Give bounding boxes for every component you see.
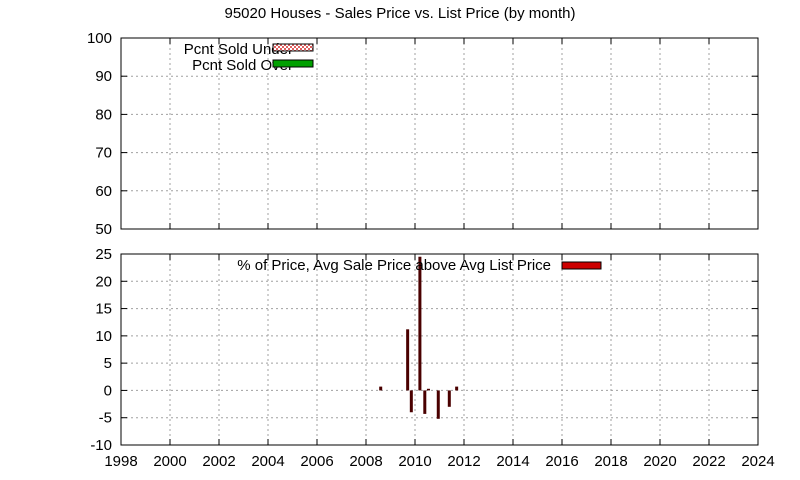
y-tick-label: 70 [95, 145, 112, 162]
bar [455, 386, 459, 391]
bar [423, 390, 427, 414]
plot-frame [120, 37, 759, 230]
legend-label: Pcnt Sold Over [192, 57, 293, 74]
legend-swatch [272, 59, 314, 68]
y-tick-label: 50 [95, 221, 112, 238]
x-tick-label: 2022 [692, 453, 725, 470]
y-tick-label: 25 [95, 246, 112, 263]
x-tick-label: 2008 [349, 453, 382, 470]
x-tick-label: 2014 [496, 453, 529, 470]
y-tick-label: 5 [104, 355, 112, 372]
bar [418, 256, 422, 391]
y-tick-label: 0 [104, 382, 112, 399]
x-tick-label: 2020 [643, 453, 676, 470]
y-tick-label: -5 [99, 410, 112, 427]
y-tick-label: 20 [95, 273, 112, 290]
legend-label: % of Price, Avg Sale Price above Avg Lis… [237, 257, 551, 274]
bar [426, 388, 430, 391]
bottom-panel: -10 -5 0 5 10 15 20 25 1998 2000 2002 2004 2006 2008 2… [90, 246, 774, 470]
y-tick-label: 10 [95, 328, 112, 345]
y-tick-label: 80 [95, 106, 112, 123]
chart-title: 95020 Houses - Sales Price vs. List Pric… [225, 5, 576, 22]
x-tick-label: 2006 [300, 453, 333, 470]
x-tick-label: 2024 [741, 453, 774, 470]
x-tick-label: 2012 [447, 453, 480, 470]
x-tick-label: 2000 [153, 453, 186, 470]
x-tick-label: 2016 [545, 453, 578, 470]
legend-label: Pcnt Sold Under [184, 41, 293, 58]
y-tick-label: 60 [95, 183, 112, 200]
x-tick-label: 2004 [251, 453, 284, 470]
bar [436, 390, 440, 419]
x-tick-label: 2010 [398, 453, 431, 470]
bar [406, 329, 410, 391]
y-tick-label: 15 [95, 301, 112, 318]
plot-frame [120, 253, 759, 446]
y-tick-label: 90 [95, 68, 112, 85]
x-tick-label: 2018 [594, 453, 627, 470]
bar [409, 390, 413, 413]
bar [379, 386, 383, 391]
legend-swatch [561, 261, 602, 270]
x-tick-label: 2002 [202, 453, 235, 470]
x-tick-label: 1998 [104, 453, 137, 470]
y-tick-label: 100 [87, 30, 112, 47]
bar [447, 390, 451, 407]
legend-swatch [272, 43, 314, 52]
y-tick-label: -10 [90, 437, 112, 454]
